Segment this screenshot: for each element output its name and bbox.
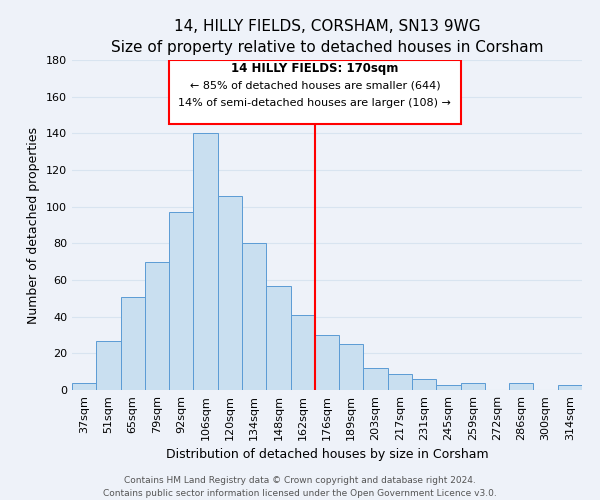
Bar	[364, 368, 388, 390]
Title: 14, HILLY FIELDS, CORSHAM, SN13 9WG
Size of property relative to detached houses: 14, HILLY FIELDS, CORSHAM, SN13 9WG Size…	[111, 18, 543, 55]
X-axis label: Distribution of detached houses by size in Corsham: Distribution of detached houses by size …	[166, 448, 488, 462]
Bar	[242, 244, 266, 390]
Y-axis label: Number of detached properties: Number of detached properties	[28, 126, 40, 324]
Bar	[266, 286, 290, 390]
Bar	[509, 382, 533, 390]
Bar	[461, 382, 485, 390]
Text: ← 85% of detached houses are smaller (644): ← 85% of detached houses are smaller (64…	[190, 80, 440, 90]
Bar	[558, 384, 582, 390]
Bar	[193, 134, 218, 390]
Bar	[145, 262, 169, 390]
Text: 14% of semi-detached houses are larger (108) →: 14% of semi-detached houses are larger (…	[178, 98, 451, 108]
Bar	[339, 344, 364, 390]
Bar	[218, 196, 242, 390]
Text: 14 HILLY FIELDS: 170sqm: 14 HILLY FIELDS: 170sqm	[231, 62, 398, 75]
Bar	[169, 212, 193, 390]
Bar	[121, 296, 145, 390]
Bar	[412, 379, 436, 390]
Bar	[72, 382, 96, 390]
Bar	[315, 335, 339, 390]
FancyBboxPatch shape	[169, 60, 461, 124]
Bar	[290, 315, 315, 390]
Text: Contains HM Land Registry data © Crown copyright and database right 2024.
Contai: Contains HM Land Registry data © Crown c…	[103, 476, 497, 498]
Bar	[96, 340, 121, 390]
Bar	[388, 374, 412, 390]
Bar	[436, 384, 461, 390]
